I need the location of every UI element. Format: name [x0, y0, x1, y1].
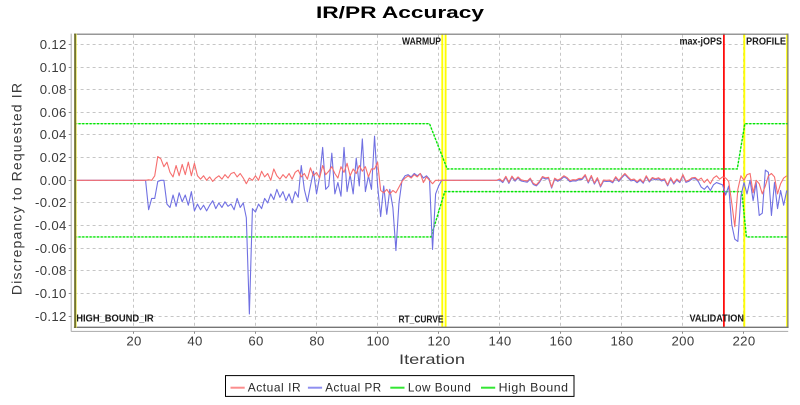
svg-text:-0.08: -0.08 [35, 263, 67, 278]
svg-text:0.06: 0.06 [40, 105, 67, 120]
svg-text:IR/PR Accuracy: IR/PR Accuracy [316, 4, 485, 22]
svg-text:max-jOPS: max-jOPS [680, 37, 723, 48]
svg-text:120: 120 [428, 334, 451, 349]
svg-text:Iteration: Iteration [399, 351, 465, 367]
svg-text:40: 40 [187, 334, 202, 349]
svg-text:180: 180 [611, 334, 634, 349]
svg-text:Actual PR: Actual PR [325, 381, 382, 395]
svg-text:WARMUP: WARMUP [402, 37, 441, 48]
svg-text:Discrepancy to Requested IR: Discrepancy to Requested IR [9, 82, 25, 295]
svg-text:160: 160 [550, 334, 573, 349]
svg-text:Actual IR: Actual IR [248, 381, 302, 395]
svg-text:HIGH_BOUND_IR: HIGH_BOUND_IR [76, 314, 154, 325]
svg-text:-0.02: -0.02 [35, 195, 67, 210]
svg-text:60: 60 [248, 334, 263, 349]
svg-text:0.04: 0.04 [40, 127, 67, 142]
svg-text:200: 200 [672, 334, 695, 349]
svg-text:0.02: 0.02 [40, 150, 67, 165]
svg-text:0.00: 0.00 [40, 173, 67, 188]
svg-text:-0.10: -0.10 [35, 286, 67, 301]
svg-text:RT_CURVE: RT_CURVE [399, 314, 444, 325]
svg-text:80: 80 [309, 334, 324, 349]
svg-text:0.12: 0.12 [40, 37, 67, 52]
svg-text:0.10: 0.10 [40, 60, 67, 75]
svg-text:0.08: 0.08 [40, 82, 67, 97]
svg-text:PROFILE: PROFILE [746, 37, 786, 48]
svg-text:-0.12: -0.12 [35, 309, 67, 324]
svg-text:VALIDATION: VALIDATION [690, 313, 745, 324]
svg-text:220: 220 [733, 334, 756, 349]
svg-text:Low Bound: Low Bound [408, 381, 472, 395]
svg-text:-0.04: -0.04 [35, 218, 67, 233]
svg-text:20: 20 [126, 334, 141, 349]
svg-text:100: 100 [367, 334, 390, 349]
svg-text:High Bound: High Bound [499, 381, 569, 395]
svg-text:-0.06: -0.06 [35, 241, 67, 256]
svg-text:140: 140 [489, 334, 512, 349]
